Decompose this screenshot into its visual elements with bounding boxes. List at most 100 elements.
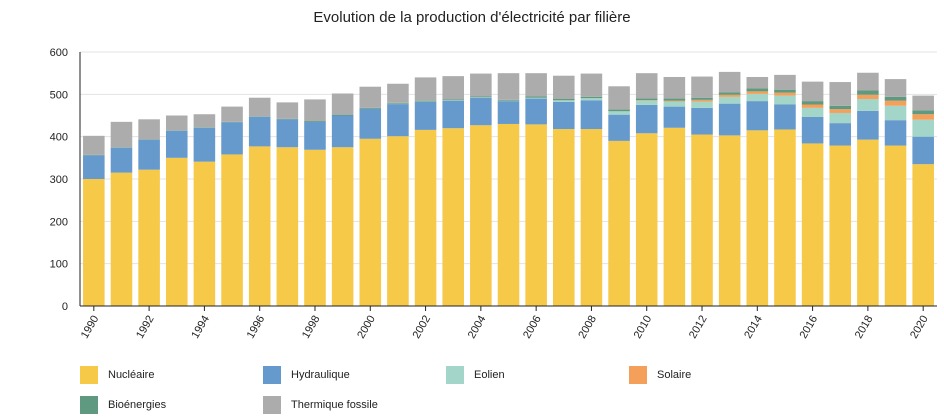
- bar-2012-series-3: [691, 99, 713, 102]
- bar-1991-series-5: [110, 121, 133, 148]
- bar-1990-series-5: [83, 135, 105, 155]
- bar-2000-series-0: [359, 138, 382, 306]
- bar-2008-series-2: [580, 98, 603, 101]
- bar-2011-series-1: [663, 106, 686, 128]
- bar-1993-series-5: [165, 115, 188, 131]
- bar-2002-series-1: [414, 101, 437, 130]
- bar-2010-series-1: [635, 104, 658, 134]
- bar-1992-series-1: [138, 139, 160, 170]
- bar-2012-series-5: [691, 76, 713, 98]
- bar-2016-series-5: [801, 81, 824, 102]
- bar-2012-series-2: [691, 101, 713, 108]
- bar-2009-series-2: [608, 111, 630, 115]
- bar-2008-series-4: [580, 96, 603, 99]
- bar-2014-series-0: [746, 130, 769, 306]
- bar-2018-series-3: [857, 94, 879, 99]
- bar-2012-series-0: [691, 134, 713, 306]
- chart-title: Evolution de la production d'électricité…: [313, 9, 631, 26]
- y-axis-ticks: 0 100 200 300 400 500 600: [50, 47, 68, 313]
- legend-item: Hydraulique: [263, 366, 350, 384]
- x-tick-label: 1990: [79, 314, 102, 341]
- bar-2018-series-5: [857, 72, 879, 91]
- bar-2020-series-4: [912, 110, 934, 115]
- bar-1992-series-0: [138, 169, 160, 306]
- bar-2009-series-4: [608, 109, 630, 112]
- bar-2011-series-5: [663, 76, 686, 99]
- x-tick-label: 2008: [576, 314, 599, 341]
- bars: [83, 71, 934, 307]
- x-tick-label: 1992: [134, 314, 157, 341]
- bar-1994-series-0: [193, 161, 216, 306]
- bar-2001-series-4: [387, 102, 409, 104]
- bar-2001-series-0: [387, 136, 409, 306]
- bar-1997-series-5: [276, 102, 299, 119]
- bar-2006-series-4: [525, 96, 547, 98]
- bar-1998-series-5: [304, 99, 326, 121]
- legend-item: Bioénergies: [80, 396, 166, 414]
- bar-1997-series-1: [276, 119, 299, 148]
- bar-1998-series-0: [304, 149, 326, 306]
- bar-1996-series-0: [248, 146, 271, 306]
- bar-2019-series-0: [884, 145, 907, 306]
- bar-1992-series-5: [138, 119, 160, 140]
- bar-2001-series-1: [387, 104, 409, 137]
- bar-2017-series-3: [829, 109, 852, 113]
- y-tick-label: 200: [50, 216, 68, 228]
- bar-2007-series-0: [553, 129, 575, 306]
- bar-2016-series-2: [801, 107, 824, 117]
- legend-swatch: [263, 396, 281, 414]
- y-tick-label: 300: [50, 174, 68, 186]
- bar-2015-series-1: [774, 104, 796, 130]
- bar-2009-series-0: [608, 140, 630, 306]
- bar-2000-series-1: [359, 108, 382, 139]
- bar-2003-series-0: [442, 128, 464, 306]
- bar-2012-series-1: [691, 107, 713, 135]
- bar-1999-series-5: [331, 93, 354, 115]
- bar-2017-series-1: [829, 123, 852, 146]
- bar-2011-series-0: [663, 127, 686, 306]
- bar-2000-series-4: [359, 107, 382, 109]
- bar-2005-series-4: [497, 99, 520, 101]
- bar-2020-series-2: [912, 119, 934, 137]
- bar-2019-series-5: [884, 79, 907, 97]
- bar-2019-series-4: [884, 96, 907, 101]
- bar-2019-series-3: [884, 100, 907, 106]
- bar-1997-series-0: [276, 147, 299, 306]
- x-tick-label: 2004: [466, 314, 489, 341]
- bar-2019-series-1: [884, 120, 907, 146]
- x-tick-label: 2014: [742, 314, 765, 341]
- bar-2016-series-3: [801, 104, 824, 108]
- bar-1994-series-1: [193, 127, 216, 162]
- bar-2004-series-1: [470, 97, 492, 126]
- x-axis-ticks: 1990 1992 1994 1996 1998 2000 2002 2004 2006 2008…: [79, 306, 931, 341]
- legend-label: Hydraulique: [291, 369, 350, 381]
- legend-label: Bioénergies: [108, 399, 167, 411]
- bar-2008-series-5: [580, 73, 603, 97]
- bar-2001-series-5: [387, 83, 409, 103]
- bar-2014-series-5: [746, 76, 769, 89]
- y-tick-label: 500: [50, 89, 68, 101]
- bar-2009-series-1: [608, 114, 630, 141]
- bar-2013-series-4: [718, 92, 741, 95]
- bar-2005-series-0: [497, 123, 520, 306]
- bar-2018-series-4: [857, 90, 879, 95]
- bar-1991-series-1: [110, 147, 133, 173]
- x-tick-label: 2002: [411, 314, 434, 341]
- legend-item: Thermique fossile: [263, 396, 378, 414]
- bar-2005-series-5: [497, 73, 520, 100]
- bar-2018-series-0: [857, 139, 879, 306]
- legend-swatch: [80, 366, 98, 384]
- legend-item: Eolien: [446, 366, 505, 384]
- bar-1994-series-5: [193, 114, 216, 128]
- bar-2010-series-4: [635, 98, 658, 101]
- bar-2011-series-4: [663, 98, 686, 101]
- bar-2013-series-1: [718, 103, 741, 136]
- bar-2014-series-1: [746, 101, 769, 131]
- y-tick-label: 600: [50, 47, 68, 59]
- legend-label: Solaire: [657, 369, 692, 381]
- bar-2020-series-3: [912, 114, 934, 120]
- x-tick-label: 2010: [632, 314, 655, 341]
- x-tick-label: 1994: [189, 314, 212, 341]
- bar-2013-series-2: [718, 96, 741, 104]
- bar-2004-series-4: [470, 96, 492, 98]
